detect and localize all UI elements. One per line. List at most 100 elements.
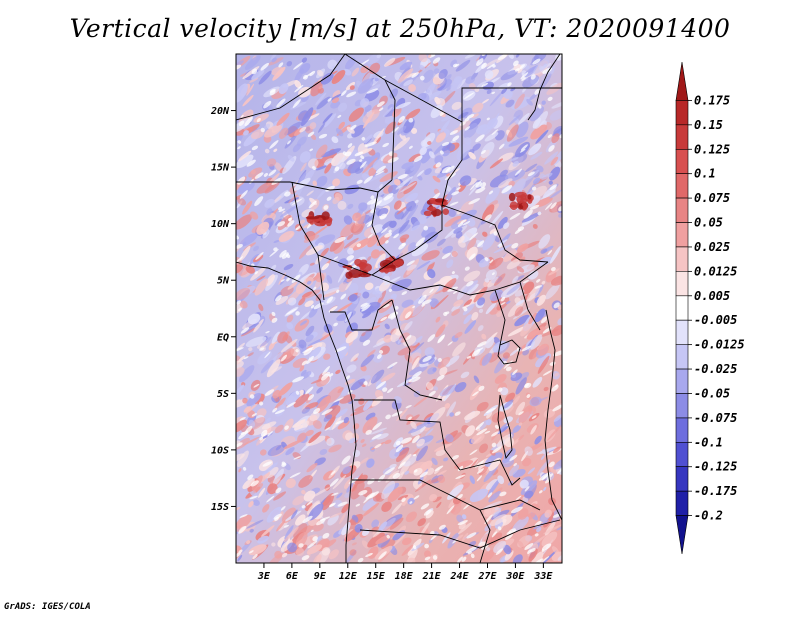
grads-credit: GrADS: IGES/COLA <box>4 602 91 612</box>
field-cell <box>363 381 368 386</box>
field-cell <box>428 151 435 159</box>
field-cell <box>442 278 457 293</box>
field-cell <box>492 446 502 454</box>
field-cell <box>341 455 351 465</box>
colorbar-swatch <box>675 148 689 174</box>
field-cell <box>271 177 283 186</box>
field-cell <box>558 213 562 218</box>
field-cell <box>286 322 294 330</box>
field-cell <box>522 457 532 467</box>
field-cell <box>484 430 491 434</box>
field-cell <box>477 325 484 332</box>
border <box>441 204 549 263</box>
field-cell <box>346 158 356 165</box>
field-cell <box>466 283 479 295</box>
field-cell <box>460 219 467 224</box>
field-cell <box>337 200 347 210</box>
field-cell <box>237 181 255 194</box>
field-cell <box>452 135 460 142</box>
field-cell <box>264 148 270 154</box>
field-cell <box>268 341 275 351</box>
field-cell <box>361 136 366 141</box>
field-cell <box>303 490 316 502</box>
field-cell <box>476 58 484 67</box>
field-cell <box>310 224 329 238</box>
field-cell <box>348 282 359 293</box>
field-cell <box>318 133 328 139</box>
field-cell <box>421 92 430 103</box>
field-cell <box>374 77 379 82</box>
field-cell <box>484 70 494 79</box>
field-cell <box>335 420 345 425</box>
field-cell <box>273 247 278 252</box>
field-cell <box>425 510 434 519</box>
field-cell <box>464 117 470 122</box>
field-cell <box>532 223 538 229</box>
field-cell <box>265 417 271 424</box>
field-cell <box>362 443 367 447</box>
field-cell <box>489 514 507 527</box>
field-cell <box>270 54 279 61</box>
field-cell <box>342 466 352 475</box>
field-cell <box>341 521 351 536</box>
field-cell <box>394 396 402 404</box>
field-cell <box>407 242 417 252</box>
field-cell <box>379 213 387 220</box>
field-cell <box>473 286 488 303</box>
field-cell <box>341 90 347 96</box>
field-cell <box>298 297 306 306</box>
field-cell <box>294 68 304 83</box>
field-cell <box>508 54 514 59</box>
x-tick-label: 24E <box>450 571 470 582</box>
field-cell <box>249 178 254 184</box>
field-cell <box>503 222 510 229</box>
field-cell <box>538 472 550 481</box>
field-cell <box>549 189 562 199</box>
field-cell <box>280 279 285 282</box>
field-cell <box>242 397 248 404</box>
field-cell <box>514 306 524 317</box>
field-cell <box>271 317 278 323</box>
updraft-cell <box>360 259 368 265</box>
field-cell <box>249 394 255 399</box>
field-cell <box>236 366 245 377</box>
field-cell <box>497 216 508 230</box>
field-cell <box>482 549 495 562</box>
field-cell <box>337 264 349 283</box>
field-cell <box>514 93 525 109</box>
field-cell <box>384 232 392 238</box>
field-cell <box>285 478 296 489</box>
field-cell <box>248 167 263 178</box>
field-cell <box>286 401 296 408</box>
field-cell <box>530 151 543 160</box>
field-cell <box>461 556 467 562</box>
field-cell <box>244 55 261 70</box>
field-cell <box>393 137 410 151</box>
field-cell <box>358 490 368 496</box>
field-cell <box>531 185 547 199</box>
field-cell <box>241 382 246 387</box>
field-cell <box>346 233 354 240</box>
field-cell <box>524 382 532 389</box>
field-cell <box>332 196 340 205</box>
colorbar-swatch <box>675 197 689 223</box>
updraft-cell <box>508 192 516 202</box>
field-cell <box>379 183 383 189</box>
field-cell <box>550 202 557 209</box>
field-cell <box>460 227 478 243</box>
field-cell <box>471 113 479 118</box>
field-cell <box>306 190 314 196</box>
field-cell <box>462 220 471 226</box>
field-cell <box>485 337 495 349</box>
field-cell <box>241 322 260 336</box>
updraft-cell <box>518 204 524 210</box>
field-cell <box>503 399 514 409</box>
field-cell <box>500 296 506 302</box>
y-tick-label: 20N <box>210 106 230 117</box>
x-tick-label: 18E <box>395 571 414 582</box>
field-cell <box>498 143 505 150</box>
field-cell <box>321 287 340 295</box>
field-cell <box>274 409 285 415</box>
field-cell <box>532 58 541 65</box>
field-cell <box>486 63 495 70</box>
